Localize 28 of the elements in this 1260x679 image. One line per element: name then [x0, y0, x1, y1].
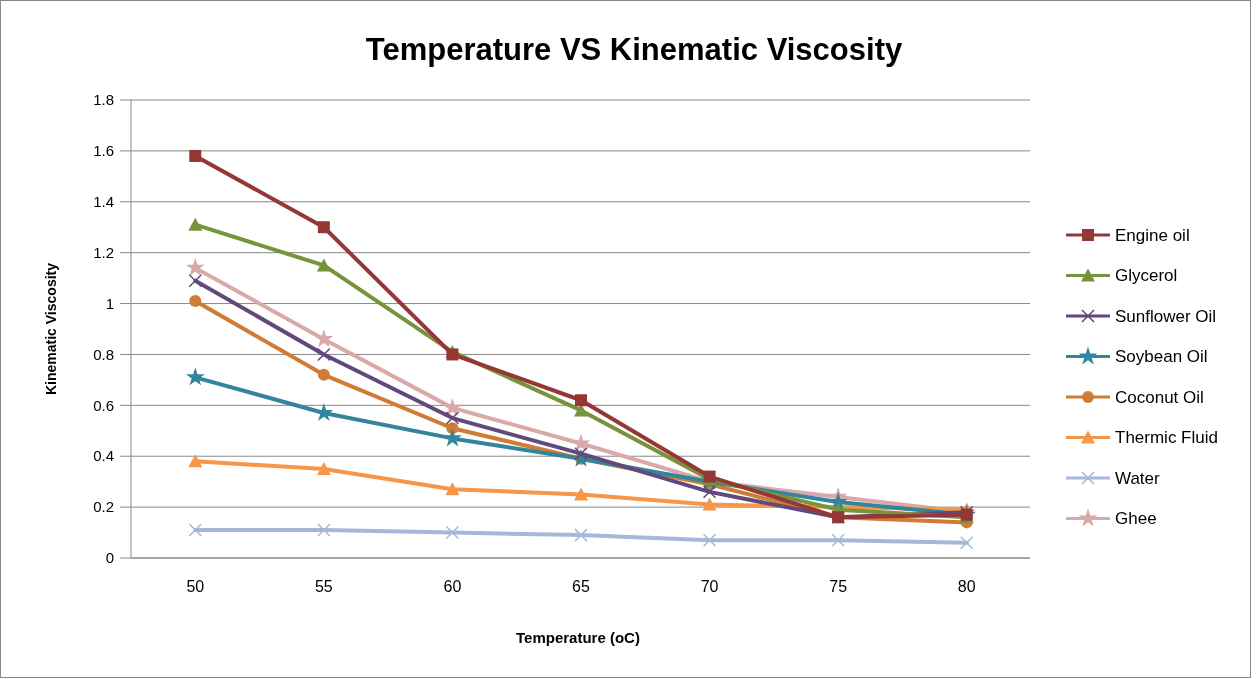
x-tick-label: 70: [700, 578, 719, 595]
y-tick-label: 1.8: [93, 91, 114, 109]
x-tick-label: 75: [829, 578, 848, 595]
x-tick-label: 65: [572, 578, 590, 595]
legend-label: Water: [1115, 468, 1161, 488]
y-tick-label: 0: [105, 549, 114, 567]
x-tick-label: 60: [443, 578, 462, 595]
legend-label: Glycerol: [1115, 266, 1178, 286]
legend-label: Sunflower Oil: [1115, 306, 1217, 326]
y-tick-label: 1.6: [93, 142, 114, 160]
y-tick-label: 1.4: [93, 193, 114, 211]
y-tick-label: 0.6: [93, 396, 114, 414]
legend-label: Ghee: [1115, 509, 1157, 529]
legend-label: Engine oil: [1115, 225, 1190, 245]
y-tick-label: 1: [105, 294, 114, 312]
x-tick-label: 50: [186, 578, 205, 595]
y-tick-label: 0.8: [93, 345, 114, 363]
chart-title: Temperature VS Kinematic Viscosity: [365, 32, 903, 67]
x-tick-label: 55: [314, 578, 333, 595]
y-axis-title: Kinematic Viscosity: [43, 262, 59, 396]
legend-label: Soybean Oil: [1115, 347, 1208, 367]
x-tick-label: 80: [957, 578, 976, 595]
legend-label: Coconut Oil: [1115, 387, 1204, 407]
y-tick-label: 1.2: [93, 243, 114, 261]
y-tick-label: 0.2: [93, 498, 114, 516]
x-axis-title: Temperature (oC): [516, 629, 640, 646]
legend-label: Thermic Fluid: [1115, 428, 1218, 448]
y-tick-label: 0.4: [93, 447, 114, 465]
